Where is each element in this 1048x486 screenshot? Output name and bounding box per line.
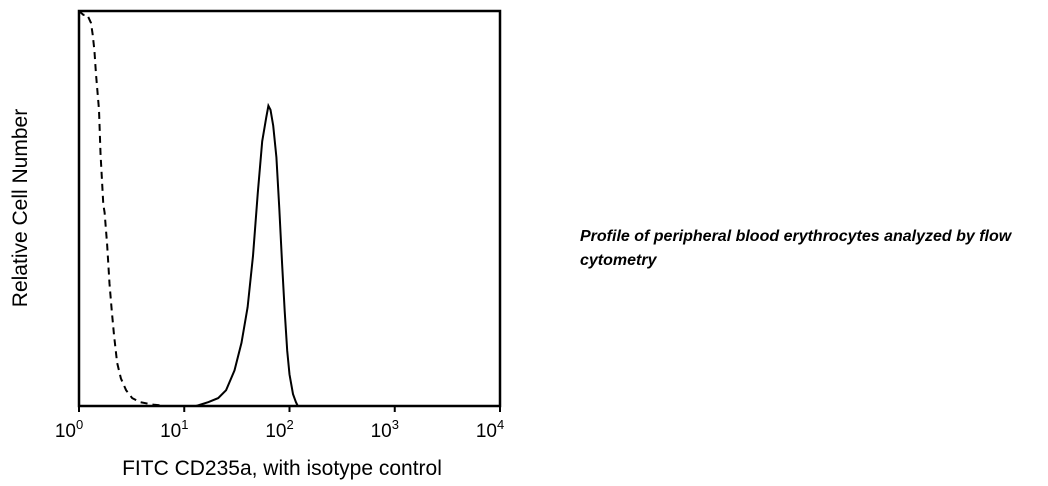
x-tick-label: 101 [160, 417, 188, 442]
isotype-control-curve [78, 10, 164, 407]
plot-frame [77, 9, 502, 408]
x-tick-label: 104 [476, 417, 504, 442]
x-tick-layer: 100 101 102 103 104 [55, 406, 504, 442]
x-axis-title: FITC CD235a, with isotype control [122, 457, 442, 480]
cd235a-curve [195, 102, 299, 407]
figure-caption: Profile of peripheral blood erythrocytes… [580, 228, 1012, 269]
y-axis-title: Relative Cell Number [9, 109, 32, 307]
series-layer [78, 10, 299, 407]
x-tick-label: 103 [371, 417, 399, 442]
x-tick-label: 100 [55, 417, 83, 442]
x-tick-label: 102 [265, 417, 293, 442]
